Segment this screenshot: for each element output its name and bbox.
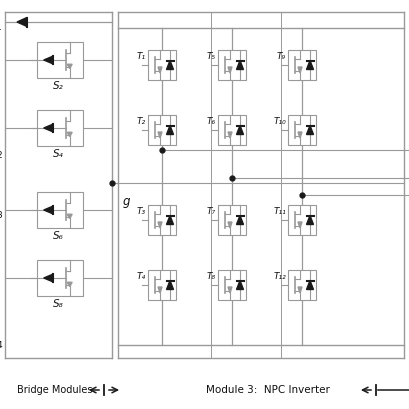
Bar: [148, 205, 176, 235]
Bar: [37, 192, 83, 228]
Polygon shape: [158, 287, 162, 293]
Bar: [288, 115, 316, 145]
Polygon shape: [67, 132, 72, 137]
Text: T₉: T₉: [277, 52, 286, 61]
Polygon shape: [166, 281, 173, 290]
Text: T₅: T₅: [207, 52, 216, 61]
Text: T₇: T₇: [207, 207, 216, 216]
Bar: [218, 115, 246, 145]
Polygon shape: [17, 18, 27, 27]
Polygon shape: [306, 281, 314, 290]
Bar: [218, 50, 246, 80]
Polygon shape: [158, 67, 162, 73]
Polygon shape: [166, 216, 173, 225]
Polygon shape: [166, 61, 173, 70]
Text: S₄: S₄: [53, 149, 63, 159]
Polygon shape: [236, 216, 243, 225]
Polygon shape: [158, 222, 162, 228]
Text: Module 3:  NPC Inverter: Module 3: NPC Inverter: [206, 385, 330, 395]
Text: 3: 3: [0, 211, 2, 220]
Polygon shape: [44, 56, 53, 64]
Text: g: g: [123, 195, 130, 208]
Text: T₄: T₄: [137, 272, 146, 281]
Polygon shape: [298, 287, 302, 293]
Polygon shape: [44, 124, 53, 132]
Polygon shape: [44, 206, 53, 214]
Polygon shape: [67, 282, 72, 286]
Bar: [37, 110, 83, 146]
Text: 2: 2: [0, 151, 2, 160]
Polygon shape: [306, 126, 314, 135]
Bar: [148, 115, 176, 145]
Text: S₆: S₆: [53, 231, 63, 241]
Polygon shape: [236, 281, 243, 290]
Text: 4: 4: [0, 341, 2, 350]
Bar: [288, 270, 316, 300]
Text: 1: 1: [0, 23, 2, 32]
Text: T₃: T₃: [137, 207, 146, 216]
Text: T₁₀: T₁₀: [273, 117, 286, 126]
Text: S₂: S₂: [53, 81, 63, 91]
Polygon shape: [67, 214, 72, 218]
Polygon shape: [228, 287, 232, 293]
Polygon shape: [236, 61, 243, 70]
Polygon shape: [298, 222, 302, 228]
Bar: [37, 260, 83, 296]
Polygon shape: [228, 67, 232, 73]
Polygon shape: [228, 132, 232, 138]
Bar: [218, 205, 246, 235]
Text: S₈: S₈: [53, 299, 63, 309]
Bar: [218, 270, 246, 300]
Text: T₈: T₈: [207, 272, 216, 281]
Polygon shape: [298, 67, 302, 73]
Polygon shape: [306, 216, 314, 225]
Bar: [148, 270, 176, 300]
Text: T₁: T₁: [137, 52, 146, 61]
Bar: [288, 50, 316, 80]
Text: T₁₂: T₁₂: [273, 272, 286, 281]
Bar: [37, 42, 83, 78]
Text: T₆: T₆: [207, 117, 216, 126]
Text: T₁₁: T₁₁: [273, 207, 286, 216]
Text: T₂: T₂: [137, 117, 146, 126]
Polygon shape: [298, 132, 302, 138]
Polygon shape: [236, 126, 243, 135]
Polygon shape: [166, 126, 173, 135]
Bar: [148, 50, 176, 80]
Text: Bridge Modules: Bridge Modules: [17, 385, 93, 395]
Polygon shape: [306, 61, 314, 70]
Bar: [288, 205, 316, 235]
Polygon shape: [44, 274, 53, 282]
Polygon shape: [228, 222, 232, 228]
Polygon shape: [67, 64, 72, 68]
Polygon shape: [158, 132, 162, 138]
